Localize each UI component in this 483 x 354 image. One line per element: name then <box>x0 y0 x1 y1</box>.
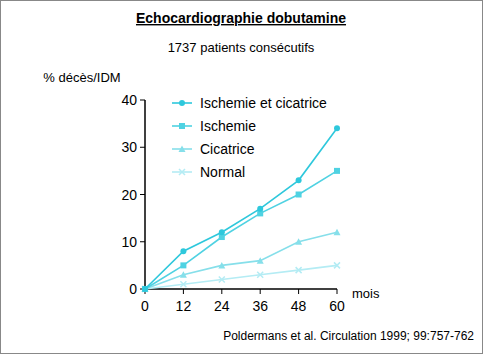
x-tick <box>183 289 184 294</box>
y-axis-label: % décès/IDM <box>43 70 120 85</box>
series-line <box>145 128 337 289</box>
x-tick-label: 60 <box>329 298 345 314</box>
data-point <box>142 286 148 292</box>
legend-label: Ischemie <box>200 118 256 134</box>
data-point <box>219 229 225 235</box>
data-point <box>180 281 186 287</box>
legend-label: Cicatrice <box>200 141 255 157</box>
y-tick-label: 10 <box>121 234 137 250</box>
data-point <box>296 267 302 273</box>
subtitle: 1737 patients consécutifs <box>168 40 315 55</box>
x-tick-label: 0 <box>141 298 149 314</box>
legend-marker <box>179 146 186 153</box>
data-point <box>334 229 341 236</box>
series-line <box>145 171 337 289</box>
title: Echocardiographie dobutamine <box>136 10 346 26</box>
x-tick <box>298 289 299 294</box>
x-axis-label: mois <box>352 286 380 301</box>
legend: Ischemie et cicatrice Ischemie Cicatrice No… <box>172 95 327 180</box>
data-point <box>257 257 264 264</box>
x-tick <box>260 289 261 294</box>
series-group <box>142 125 341 292</box>
frame <box>1 1 483 354</box>
source-note: Poldermans et al. Circulation 1999; 99:7… <box>223 329 474 343</box>
x-tick <box>221 289 222 294</box>
y-tick-label: 30 <box>121 139 137 155</box>
data-point <box>180 248 186 254</box>
data-point <box>334 168 340 174</box>
data-point <box>219 277 225 283</box>
data-point <box>257 206 263 212</box>
data-point <box>295 238 302 245</box>
x-tick-label: 48 <box>291 298 307 314</box>
legend-marker <box>179 123 185 129</box>
chart: Echocardiographie dobutamine 1737 patient… <box>0 0 483 354</box>
data-point <box>180 262 186 268</box>
data-point <box>334 262 340 268</box>
data-point <box>218 262 225 269</box>
x-tick-label: 12 <box>176 298 192 314</box>
y-tick-label: 0 <box>129 281 137 297</box>
data-point <box>142 286 148 292</box>
data-point <box>142 286 148 292</box>
y-tick <box>140 194 145 195</box>
data-point <box>334 125 340 131</box>
data-point <box>296 192 302 198</box>
y-tick <box>140 147 145 148</box>
data-point <box>257 272 263 278</box>
y-tick <box>140 241 145 242</box>
y-tick-label: 40 <box>121 92 137 108</box>
data-point <box>180 271 187 278</box>
y-tick <box>140 100 145 101</box>
data-point <box>296 177 302 183</box>
legend-label: Ischemie et cicatrice <box>200 95 327 111</box>
x-tick-label: 36 <box>252 298 268 314</box>
x-tick-label: 24 <box>214 298 230 314</box>
legend-marker <box>179 100 185 106</box>
legend-label: Normal <box>200 164 245 180</box>
x-tick <box>337 289 338 294</box>
legend-marker <box>179 169 185 175</box>
y-tick-label: 20 <box>121 187 137 203</box>
series-line <box>145 265 337 289</box>
x-axis <box>145 288 337 290</box>
